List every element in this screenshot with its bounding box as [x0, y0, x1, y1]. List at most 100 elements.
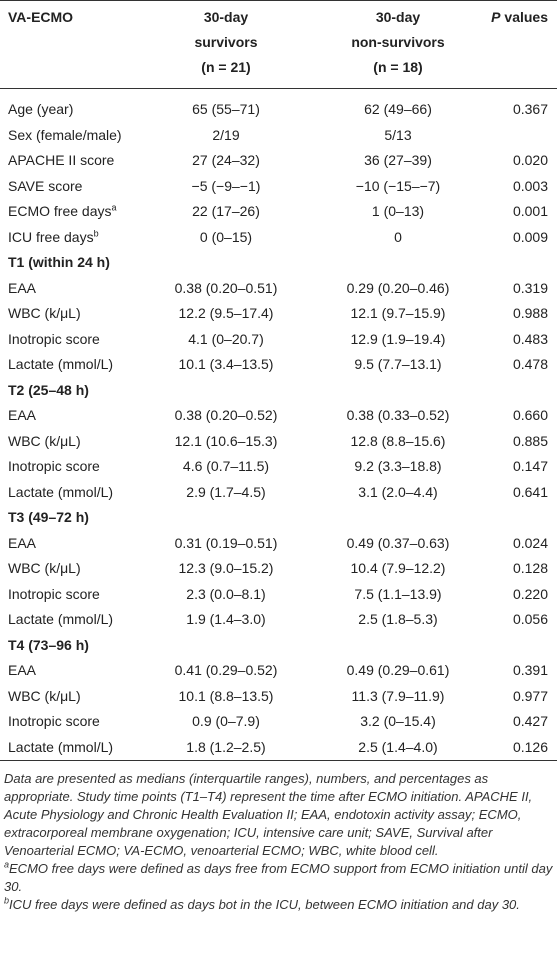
cell: 3.2 (0–15.4) — [360, 713, 436, 729]
header-cell: non-survivors — [351, 34, 445, 50]
cell: 0.024 — [512, 534, 548, 551]
row-label-text: Inotropic score — [8, 585, 100, 602]
cell: 2.5 (1.4–4.0) — [358, 738, 438, 755]
section-label: T1 (within 24 h) — [8, 254, 110, 270]
row-label: Inotropic score — [8, 457, 100, 475]
header-cell: survivors — [194, 34, 258, 50]
cell: 0 (0–15) — [199, 228, 253, 245]
cell: 1.8 (1.2–2.5) — [186, 738, 266, 755]
cell: 0.126 — [512, 738, 548, 755]
row-label-text: WBC (k/μL) — [8, 432, 81, 449]
header-cell: (n = 18) — [373, 59, 423, 75]
section-label: T4 (73–96 h) — [8, 636, 89, 653]
row-label: WBC (k/μL) — [8, 432, 81, 450]
row-label-text: Inotropic score — [8, 330, 100, 347]
row-label-text: Inotropic score — [8, 458, 100, 474]
superscript: b — [93, 227, 99, 238]
cell: 36 (27–39) — [364, 152, 432, 168]
cell: 5/13 — [384, 126, 412, 143]
cell: 0.38 (0.33–0.52) — [346, 407, 450, 423]
cell: 4.6 (0.7–11.5) — [182, 458, 270, 474]
cell: 3.1 (2.0–4.4) — [358, 483, 438, 500]
row-label: SAVE score — [8, 177, 82, 195]
row-label: Inotropic score — [8, 712, 100, 730]
cell: 0.38 (0.20–0.52) — [174, 407, 278, 423]
cell: 0.31 (0.19–0.51) — [174, 534, 278, 551]
row-label-text: EAA — [8, 279, 37, 296]
row-label: Sex (female/male) — [8, 126, 122, 144]
cell: 0.319 — [512, 279, 548, 296]
row-label-text: Sex (female/male) — [8, 126, 122, 143]
cell: 0.41 (0.29–0.52) — [174, 662, 278, 678]
cell: 65 (55–71) — [192, 101, 260, 117]
cell: 2.3 (0.0–8.1) — [186, 585, 266, 602]
row-label-text: WBC (k/μL) — [8, 687, 81, 704]
footnote-text: ICU free days were defined as days bot i… — [9, 897, 520, 912]
cell: 11.3 (7.9–11.9) — [351, 687, 445, 704]
row-label: ECMO free daysa — [8, 202, 117, 220]
cell: 0.367 — [512, 101, 548, 117]
header-rest: values — [504, 9, 548, 25]
cell: 0.9 (0–7.9) — [192, 713, 260, 729]
cell: 0.020 — [512, 152, 548, 168]
row-label-text: Lactate (mmol/L) — [8, 738, 114, 755]
footnote-mark: a — [4, 859, 10, 870]
cell: 0.988 — [512, 305, 548, 321]
cell: 12.2 (9.5–17.4) — [178, 305, 274, 321]
cell: 0 — [394, 228, 402, 245]
cell: 2.9 (1.7–4.5) — [186, 483, 266, 500]
cell: 0.003 — [512, 177, 548, 194]
header-italic: P — [491, 9, 501, 25]
row-label: Lactate (mmol/L) — [8, 355, 113, 373]
cell: 10.4 (7.9–12.2) — [350, 560, 446, 576]
cell: 4.1 (0–20.7) — [188, 330, 264, 347]
row-label: EAA — [8, 661, 36, 679]
row-label: Inotropic score — [8, 330, 100, 348]
header-rule — [0, 88, 557, 89]
row-label-text: Lactate (mmol/L) — [8, 356, 114, 372]
row-label: Inotropic score — [8, 585, 100, 603]
cell: 12.1 (9.7–15.9) — [350, 305, 446, 321]
cell: 12.8 (8.8–15.6) — [350, 432, 446, 449]
row-label-text: EAA — [8, 534, 37, 551]
row-label-text: ICU free days — [8, 228, 94, 245]
cell: 9.2 (3.3–18.8) — [354, 458, 442, 474]
row-label-text: Inotropic score — [8, 713, 100, 729]
cell: 0.391 — [512, 662, 548, 678]
footnote-text: ECMO free days were defined as days free… — [4, 861, 553, 894]
cell: 0.478 — [512, 356, 548, 372]
row-label: WBC (k/μL) — [8, 687, 81, 705]
section-label: T2 (25–48 h) — [8, 381, 89, 398]
cell: 0.427 — [512, 713, 548, 729]
row-label-text: APACHE II score — [8, 152, 115, 168]
row-label: EAA — [8, 534, 36, 552]
row-label-text: ECMO free days — [8, 203, 112, 219]
cell: 7.5 (1.1–13.9) — [354, 585, 442, 602]
header-cell: 30-day — [203, 9, 249, 25]
header-cell: (n = 21) — [201, 59, 251, 75]
row-label-text: SAVE score — [8, 177, 83, 194]
row-label-text: Age (year) — [8, 101, 74, 117]
row-label: Lactate (mmol/L) — [8, 483, 113, 501]
cell: 0.001 — [512, 203, 548, 219]
cell: 12.9 (1.9–19.4) — [350, 330, 446, 347]
footnote: aECMO free days were defined as days fre… — [4, 860, 553, 896]
cell: 1.9 (1.4–3.0) — [186, 611, 266, 627]
cell: 0.128 — [512, 560, 548, 576]
bottom-rule — [0, 760, 557, 761]
cell: 10.1 (3.4–13.5) — [178, 356, 274, 372]
row-label: WBC (k/μL) — [8, 304, 81, 322]
cell: 0.483 — [512, 330, 548, 347]
row-label: WBC (k/μL) — [8, 559, 81, 577]
row-label: Lactate (mmol/L) — [8, 610, 113, 628]
footnote: Data are presented as medians (interquar… — [4, 771, 533, 858]
footnotes: Data are presented as medians (interquar… — [4, 770, 553, 914]
cell: 22 (17–26) — [192, 203, 260, 219]
cell: 0.009 — [512, 228, 548, 245]
cell: 9.5 (7.7–13.1) — [354, 356, 442, 372]
cell: 12.3 (9.0–15.2) — [178, 560, 274, 576]
cell: 12.1 (10.6–15.3) — [174, 432, 278, 449]
row-label: APACHE II score — [8, 151, 114, 169]
cell: 0.49 (0.37–0.63) — [346, 534, 450, 551]
